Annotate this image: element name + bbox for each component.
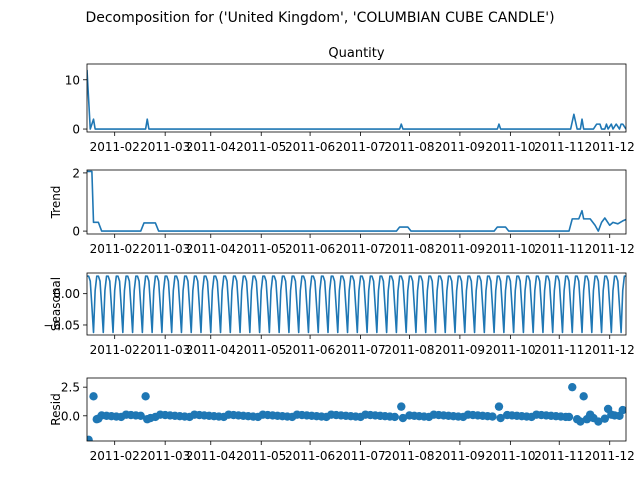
seasonal-ytick-label: −0.05 [43, 318, 80, 332]
resid-point [600, 414, 610, 423]
trend-xtick-label: 2011-12 [585, 242, 635, 256]
quantity-xtick-label: 2011-05 [236, 140, 286, 154]
trend-xtick-label: 2011-06 [285, 242, 335, 256]
trend-xtick-label: 2011-10 [485, 242, 535, 256]
resid-xtick-label: 2011-05 [236, 449, 286, 463]
resid-data [87, 382, 626, 441]
trend-xtick-label: 2011-11 [534, 242, 584, 256]
quantity-xtick-label: 2011-06 [285, 140, 335, 154]
resid-point [594, 417, 603, 426]
trend-xtick-label: 2011-07 [336, 242, 386, 256]
resid-xtick-label: 2011-07 [336, 449, 386, 463]
seasonal-ylabel: Seasonal [49, 277, 63, 331]
trend-ylabel: Trend [49, 186, 63, 220]
quantity-xtick-label: 2011-10 [485, 140, 535, 154]
resid-ylabel: Resid [49, 393, 63, 425]
seasonal-ytick-label: 0.00 [53, 287, 80, 301]
trend-xtick-label: 2011-02 [90, 242, 140, 256]
resid-point [618, 405, 626, 415]
resid-xtick-label: 2011-12 [585, 449, 635, 463]
trend-ytick-label: 0 [72, 225, 80, 239]
seasonal-xtick-label: 2011-10 [485, 343, 535, 357]
quantity-xtick-label: 2011-11 [534, 140, 584, 154]
trend-axes-frame [86, 169, 627, 235]
seasonal-data [87, 275, 626, 334]
quantity-ytick-label: 10 [65, 73, 80, 87]
resid-ytick-label: 2.5 [61, 381, 80, 395]
resid-point [141, 392, 150, 401]
quantity-xtick-label: 2011-04 [186, 140, 236, 154]
resid-point [568, 382, 577, 392]
resid-xtick-label: 2011-03 [140, 449, 190, 463]
resid-ytick-label: 0.0 [61, 409, 80, 423]
resid-point [488, 412, 497, 421]
resid-point [89, 392, 98, 401]
resid-point [146, 413, 155, 423]
seasonal-xtick-label: 2011-11 [534, 343, 584, 357]
trend-xtick-label: 2011-05 [236, 242, 286, 256]
trend-data [87, 170, 626, 232]
seasonal-xtick-label: 2011-07 [336, 343, 386, 357]
quantity-ytick-label: 0 [72, 123, 80, 137]
seasonal-series-line [87, 275, 626, 334]
seasonal-xtick-label: 2011-12 [585, 343, 635, 357]
quantity-axes-frame [86, 63, 627, 133]
quantity-xtick-label: 2011-03 [140, 140, 190, 154]
resid-point [579, 392, 588, 401]
resid-point [576, 417, 585, 426]
resid-point [494, 402, 504, 411]
resid-point [390, 412, 399, 422]
resid-point [136, 411, 145, 420]
resid-point [398, 413, 408, 423]
trend-xtick-label: 2011-08 [384, 242, 434, 256]
resid-point [564, 412, 574, 422]
resid-axes-frame [86, 377, 627, 442]
resid-xtick-label: 2011-08 [384, 449, 434, 463]
resid-point [94, 414, 103, 423]
seasonal-xtick-label: 2011-08 [384, 343, 434, 357]
seasonal-xtick-label: 2011-06 [285, 343, 335, 357]
resid-point [397, 402, 406, 411]
trend-xtick-label: 2011-03 [140, 242, 190, 256]
quantity-xtick-label: 2011-02 [90, 140, 140, 154]
seasonal-xtick-label: 2011-09 [435, 343, 485, 357]
trend-xtick-label: 2011-09 [435, 242, 485, 256]
seasonal-xtick-label: 2011-02 [90, 343, 140, 357]
seasonal-xtick-label: 2011-03 [140, 343, 190, 357]
resid-point [607, 410, 616, 419]
quantity-title: Quantity [328, 46, 384, 61]
resid-xtick-label: 2011-10 [485, 449, 535, 463]
resid-point [496, 413, 505, 423]
quantity-xtick-label: 2011-12 [585, 140, 635, 154]
quantity-xtick-label: 2011-07 [336, 140, 386, 154]
trend-ytick-label: 2 [72, 166, 80, 180]
resid-xtick-label: 2011-09 [435, 449, 485, 463]
trend-series-line [87, 170, 626, 232]
trend-xtick-label: 2011-04 [186, 242, 236, 256]
seasonal-xtick-label: 2011-04 [186, 343, 236, 357]
quantity-xtick-label: 2011-09 [435, 140, 485, 154]
resid-xtick-label: 2011-02 [90, 449, 140, 463]
quantity-xtick-label: 2011-08 [384, 140, 434, 154]
seasonal-axes-frame [86, 272, 627, 336]
resid-xtick-label: 2011-04 [186, 449, 236, 463]
figure-title: Decomposition for ('United Kingdom', 'CO… [85, 10, 554, 26]
resid-point [87, 435, 93, 441]
resid-xtick-label: 2011-06 [285, 449, 335, 463]
quantity-data [87, 69, 626, 130]
seasonal-xtick-label: 2011-05 [236, 343, 286, 357]
resid-xtick-label: 2011-11 [534, 449, 584, 463]
quantity-series-line [87, 69, 626, 130]
